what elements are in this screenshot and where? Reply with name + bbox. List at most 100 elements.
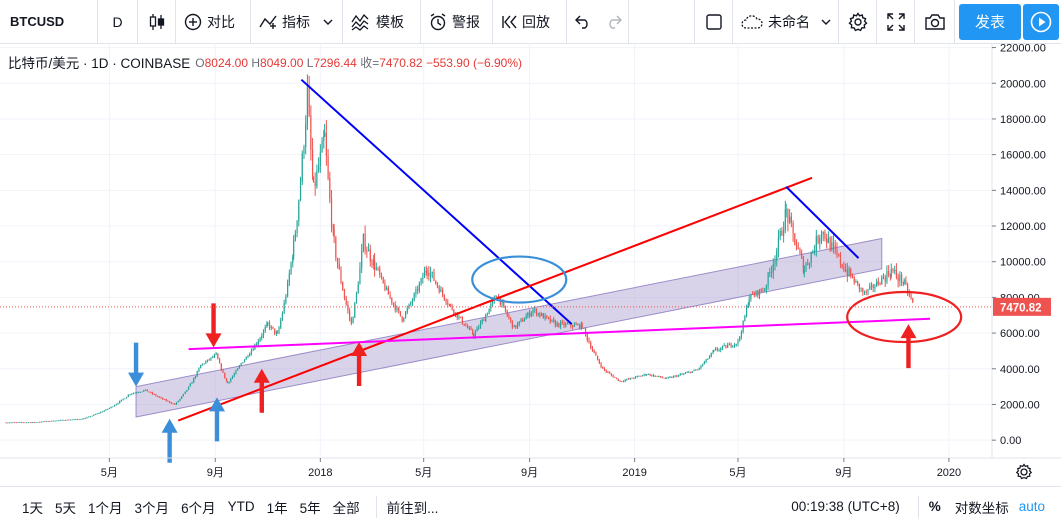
candle-body (73, 419, 75, 421)
candle-body (418, 283, 420, 291)
range-6m[interactable]: 6个月 (181, 500, 216, 516)
candle-body (101, 411, 104, 413)
candle-body (656, 375, 658, 377)
candle-body (408, 304, 410, 309)
candle-body (129, 394, 131, 396)
candle-body (491, 300, 494, 305)
candle-body (822, 231, 824, 234)
candle-body (513, 325, 515, 328)
alert-button[interactable]: 警报 (421, 0, 493, 44)
chart-style-button[interactable] (138, 0, 176, 44)
range-all[interactable]: 全部 (332, 500, 360, 516)
candle-body (196, 371, 198, 377)
candle-body (80, 419, 82, 421)
candle-body (340, 269, 342, 283)
range-3m[interactable]: 3个月 (134, 500, 170, 516)
candle-body (577, 324, 579, 326)
candle-body (534, 309, 536, 310)
candle-body (76, 419, 79, 420)
candle-body (117, 403, 119, 405)
candle-body (700, 365, 702, 369)
annotation-arrow (351, 342, 368, 387)
candle-body (829, 237, 831, 251)
candle-body (440, 289, 442, 292)
candle-body (908, 292, 910, 295)
replay-label: 回放 (522, 13, 550, 30)
candle-body (68, 419, 70, 421)
candle-body (523, 319, 526, 322)
candle-body (88, 416, 90, 418)
candle-body (332, 226, 334, 230)
range-ytd[interactable]: YTD (227, 499, 255, 514)
candle-body (205, 361, 207, 364)
candle-body (805, 263, 807, 271)
candle-body (593, 350, 595, 353)
candle-body (20, 422, 23, 423)
range-1d[interactable]: 1天 (22, 500, 44, 516)
candle-body (583, 328, 585, 329)
undo-button[interactable] (567, 0, 599, 44)
candle-body (544, 315, 546, 319)
candle-body (19, 422, 21, 423)
candle-body (486, 314, 488, 316)
replay-button[interactable]: 回放 (493, 0, 567, 44)
candle-body (553, 319, 555, 322)
range-5d[interactable]: 5天 (55, 500, 77, 516)
candle-body (665, 378, 667, 380)
percent-scale-toggle[interactable]: % (928, 499, 941, 514)
candle-body (628, 378, 630, 380)
range-5y[interactable]: 5年 (299, 500, 321, 516)
fullscreen-button[interactable] (877, 0, 915, 44)
candle-body (283, 302, 285, 314)
candle-body (769, 272, 771, 273)
candle-body (310, 115, 312, 150)
candle-body (296, 220, 298, 234)
candle-body (403, 317, 405, 322)
play-button[interactable] (1023, 3, 1059, 40)
candle-body (59, 420, 61, 421)
auto-scale-toggle[interactable]: auto (1018, 499, 1045, 514)
symbol-search-button[interactable]: BTCUSD (0, 0, 98, 44)
time-tick-label: 9月 (521, 467, 538, 479)
price-chart[interactable]: 0.002000.004000.006000.008000.0010000.00… (0, 44, 1061, 486)
candle-body (329, 177, 331, 199)
range-1y[interactable]: 1年 (266, 500, 288, 516)
redo-button[interactable] (599, 0, 629, 44)
candle-body (225, 378, 228, 382)
snapshot-button[interactable] (915, 0, 955, 44)
candle-body (824, 231, 826, 239)
candle-body (200, 364, 202, 369)
range-1m[interactable]: 1个月 (88, 500, 123, 516)
indicators-button[interactable]: 指标 (251, 0, 343, 44)
candle-body (817, 236, 819, 243)
settings-gear-icon[interactable] (1015, 463, 1033, 480)
clock-timezone[interactable]: 00:19:38 (UTC+8) (791, 499, 900, 514)
log-scale-toggle[interactable]: 对数坐标 (954, 500, 1009, 516)
candle-body (595, 352, 597, 356)
templates-label: 模板 (376, 13, 404, 30)
templates-icon (351, 13, 371, 31)
candle-body (290, 262, 292, 274)
candle-body (584, 328, 587, 334)
publish-button[interactable]: 发表 (959, 3, 1021, 40)
goto-date-button[interactable]: 前往到... (386, 500, 439, 516)
layout-button[interactable] (695, 0, 733, 44)
settings-button[interactable] (839, 0, 877, 44)
candle-body (696, 369, 699, 371)
candle-body (299, 181, 302, 201)
candle-body (224, 372, 226, 379)
candle-body (330, 198, 333, 227)
interval-button[interactable]: D (98, 0, 138, 44)
gear-center (1020, 468, 1028, 476)
compare-button[interactable]: 对比 (176, 0, 251, 44)
candle-body (201, 363, 203, 365)
candle-body (853, 276, 855, 283)
candle-body (285, 296, 287, 303)
candle-body (276, 332, 278, 334)
candle-body (237, 368, 239, 371)
candle-body (718, 350, 720, 351)
templates-button[interactable]: 模板 (343, 0, 421, 44)
candle-body (347, 304, 349, 311)
candle-body (565, 323, 567, 326)
save-layout-button[interactable]: 未命名 (733, 0, 839, 44)
